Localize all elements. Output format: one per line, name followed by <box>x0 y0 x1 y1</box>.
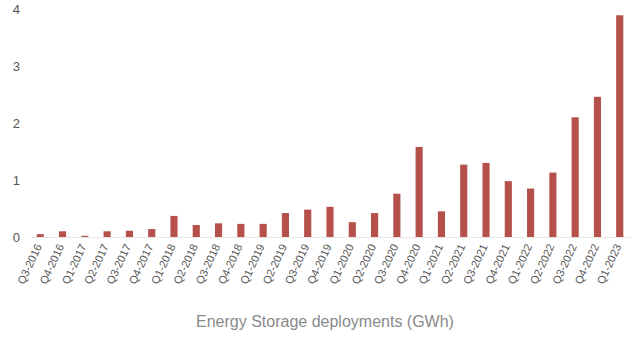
bar <box>81 236 88 237</box>
bar <box>416 147 423 237</box>
bar <box>237 224 244 237</box>
bar <box>59 231 66 237</box>
bar <box>349 222 356 237</box>
plot-area: 0 1 2 3 4 Q3-2016Q4-2016Q1-2017Q2-2017Q3-2017… <box>13 2 631 286</box>
y-axis-line <box>30 10 31 238</box>
bar <box>505 181 512 237</box>
bar <box>572 117 579 237</box>
chart: 0 1 2 3 4 Q3-2016Q4-2016Q1-2017Q2-2017Q3-2017… <box>0 0 640 341</box>
y-tick: 4 <box>13 2 30 17</box>
bar <box>594 97 601 237</box>
bar <box>104 231 111 237</box>
bar <box>260 224 267 237</box>
bar <box>549 173 556 237</box>
bar <box>326 207 333 237</box>
y-tick: 1 <box>13 173 30 188</box>
bar <box>527 189 534 237</box>
y-tick-label: 2 <box>13 116 20 131</box>
x-tick-label: Q1-2023 <box>594 242 623 286</box>
y-tick: 3 <box>13 59 30 74</box>
y-tick-label: 4 <box>13 2 20 17</box>
bar <box>215 223 222 237</box>
x-axis-title: Energy Storage deployments (GWh) <box>196 313 454 330</box>
bar <box>438 211 445 237</box>
bars <box>37 15 624 237</box>
x-axis-line <box>31 237 631 238</box>
y-tick-label: 0 <box>13 230 20 245</box>
y-axis: 0 1 2 3 4 <box>13 2 31 245</box>
bar <box>616 15 623 237</box>
bar <box>193 225 200 237</box>
y-tick-label: 3 <box>13 59 20 74</box>
bar <box>282 213 289 237</box>
bar <box>371 213 378 237</box>
y-tick-label: 1 <box>13 173 20 188</box>
bar <box>148 229 155 237</box>
bar <box>460 165 467 237</box>
x-tick: Q1-2023 <box>594 237 623 286</box>
bar <box>482 163 489 237</box>
bar <box>126 231 133 237</box>
y-tick: 2 <box>13 116 30 131</box>
bar <box>170 216 177 237</box>
x-axis: Q3-2016Q4-2016Q1-2017Q2-2017Q3-2017Q4-20… <box>15 237 631 286</box>
y-tick: 0 <box>13 230 30 245</box>
bar <box>393 194 400 237</box>
bar <box>304 210 311 237</box>
bar <box>37 234 44 237</box>
